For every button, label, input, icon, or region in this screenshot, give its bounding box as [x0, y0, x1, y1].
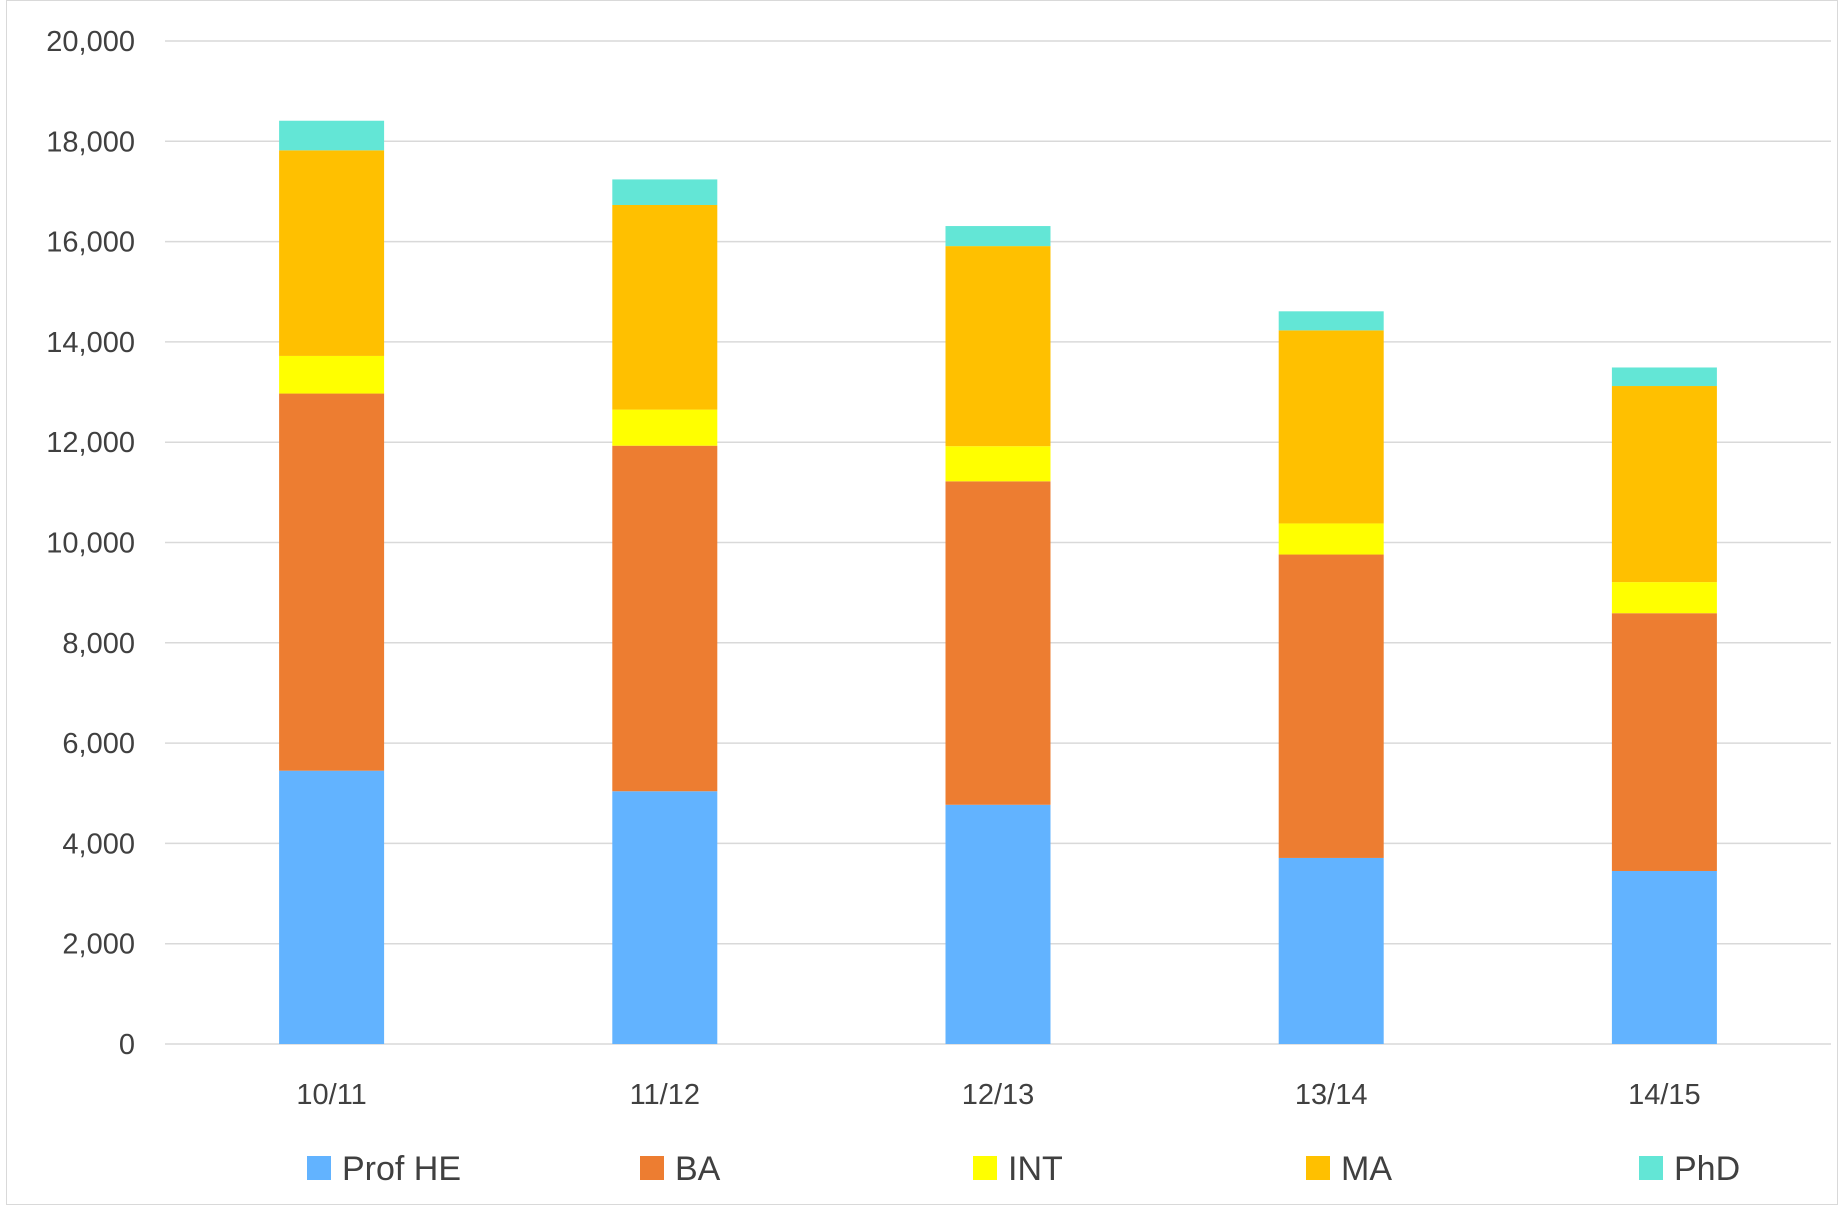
bar-segment-prof-he	[612, 791, 718, 1044]
legend-swatch	[973, 1156, 997, 1180]
y-tick-label: 0	[119, 1029, 135, 1061]
bar-segment-ma	[279, 150, 385, 356]
x-tick-label: 12/13	[962, 1079, 1035, 1111]
bar-segment-phd	[945, 226, 1051, 247]
bar-segment-ma	[1611, 386, 1717, 583]
y-axis-ticks: 0 2,000 4,000 6,000 8,000 10,000 12,000 14,000 1…	[46, 26, 135, 1061]
bar-segment-ma	[1278, 330, 1384, 524]
bar-segment-ma	[612, 204, 718, 410]
bar-segment-prof-he	[1278, 857, 1384, 1044]
legend-swatch	[307, 1156, 331, 1180]
y-tick-label: 6,000	[62, 728, 135, 760]
y-tick-label: 2,000	[62, 929, 135, 961]
bar-segment-prof-he	[279, 770, 385, 1044]
x-tick-label: 14/15	[1628, 1079, 1701, 1111]
x-axis-ticks: 10/11 11/12 12/13 13/14 14/15	[296, 1079, 1700, 1111]
legend-swatch	[1306, 1156, 1330, 1180]
bar-segment-ba	[612, 445, 718, 792]
y-tick-label: 8,000	[62, 628, 135, 660]
bar-segment-ba	[279, 393, 385, 771]
bar-segment-ma	[945, 246, 1051, 447]
bar-segment-phd	[279, 120, 385, 151]
legend-label: MA	[1341, 1150, 1392, 1188]
bar-segment-ba	[1278, 554, 1384, 858]
legend-swatch	[1639, 1156, 1663, 1180]
bar-segment-int	[1611, 582, 1717, 614]
y-tick-label: 20,000	[46, 26, 135, 58]
bar-segment-int	[945, 446, 1051, 482]
bar-segment-phd	[612, 179, 718, 205]
y-tick-label: 12,000	[46, 427, 135, 459]
y-tick-label: 10,000	[46, 528, 135, 560]
x-tick-label: 11/12	[630, 1079, 700, 1111]
bar-segment-int	[279, 355, 385, 394]
bar-segment-prof-he	[945, 804, 1051, 1044]
legend-label: PhD	[1674, 1150, 1740, 1188]
y-tick-label: 14,000	[46, 327, 135, 359]
bar-segment-ba	[1611, 613, 1717, 871]
bar-segment-ba	[945, 481, 1051, 805]
legend-label: INT	[1008, 1150, 1063, 1188]
legend-swatch	[640, 1156, 664, 1180]
x-tick-label: 10/11	[296, 1079, 366, 1111]
stacked-bar-chart: 0 2,000 4,000 6,000 8,000 10,000 12,000 14,000 1…	[46, 26, 1831, 1188]
legend: Prof HE BA INT MA PhD	[307, 1150, 1740, 1188]
legend-label: BA	[675, 1150, 721, 1188]
bar-segment-phd	[1611, 367, 1717, 387]
x-tick-label: 13/14	[1295, 1079, 1368, 1111]
y-tick-label: 4,000	[62, 828, 135, 860]
y-tick-label: 16,000	[46, 227, 135, 259]
y-tick-label: 18,000	[46, 126, 135, 158]
bar-segment-phd	[1278, 311, 1384, 331]
bar-segment-int	[1278, 523, 1384, 555]
chart-area: 0 2,000 4,000 6,000 8,000 10,000 12,000 14,000 1…	[6, 0, 1838, 1205]
bar-segment-prof-he	[1611, 870, 1717, 1044]
bars	[279, 120, 1717, 1044]
bar-segment-int	[612, 409, 718, 446]
legend-label: Prof HE	[342, 1150, 461, 1188]
